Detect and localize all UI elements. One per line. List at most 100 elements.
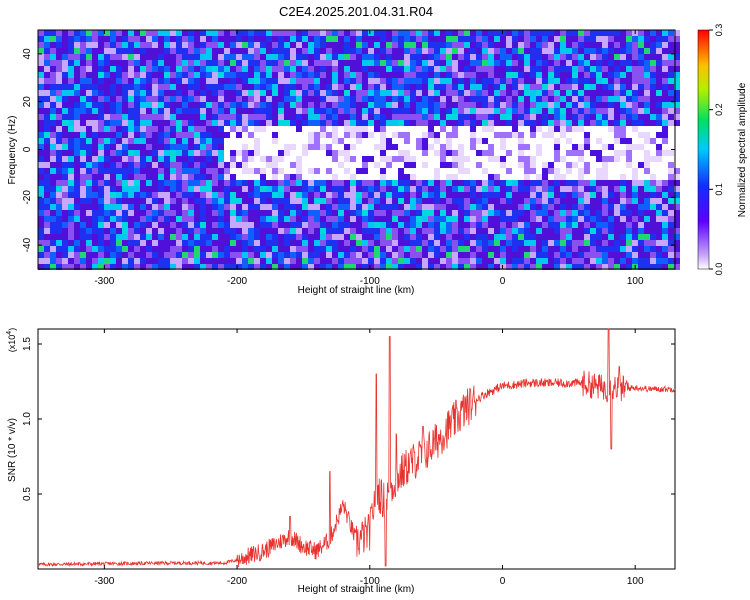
heatmap-cell: [482, 264, 488, 270]
heatmap-cell: [56, 60, 62, 66]
heatmap-cell: [380, 108, 386, 114]
heatmap-cell: [152, 114, 158, 120]
heatmap-cell: [128, 174, 134, 180]
heatmap-cell: [422, 90, 428, 96]
heatmap-cell: [632, 258, 638, 264]
heatmap-cell: [668, 114, 674, 120]
heatmap-cell: [578, 246, 584, 252]
heatmap-cell: [446, 258, 452, 264]
heatmap-cell: [608, 228, 614, 234]
heatmap-cell: [362, 84, 368, 90]
heatmap-cell: [212, 204, 218, 210]
heatmap-cell: [632, 228, 638, 234]
heatmap-cell: [356, 48, 362, 54]
heatmap-cell: [206, 186, 212, 192]
heatmap-cell: [272, 120, 278, 126]
heatmap-cell: [320, 78, 326, 84]
heatmap-cell: [182, 90, 188, 96]
heatmap-cell: [440, 78, 446, 84]
heatmap-cell: [140, 150, 146, 156]
heatmap-cell: [428, 126, 434, 132]
heatmap-cell: [56, 78, 62, 84]
heatmap-cell: [236, 132, 242, 138]
heatmap-cell: [224, 138, 230, 144]
heatmap-cell: [626, 132, 632, 138]
heatmap-cell: [530, 138, 536, 144]
heatmap-cell: [278, 114, 284, 120]
heatmap-cell: [530, 132, 536, 138]
heatmap-cell: [560, 222, 566, 228]
heatmap-cell: [254, 198, 260, 204]
heatmap-cell: [152, 186, 158, 192]
heatmap-cell: [260, 48, 266, 54]
heatmap-cell: [602, 204, 608, 210]
heatmap-cell: [170, 96, 176, 102]
heatmap-cell: [530, 162, 536, 168]
heatmap-cell: [674, 222, 680, 228]
heatmap-cell: [590, 102, 596, 108]
heatmap-cell: [464, 60, 470, 66]
heatmap-cell: [488, 264, 494, 270]
heatmap-cell: [470, 156, 476, 162]
heatmap-cell: [242, 78, 248, 84]
heatmap-cell: [224, 192, 230, 198]
heatmap-cell: [92, 252, 98, 258]
heatmap-cell: [560, 150, 566, 156]
heatmap-cell: [74, 264, 80, 270]
heatmap-cell: [422, 186, 428, 192]
heatmap-cell: [674, 36, 680, 42]
heatmap-cell: [404, 60, 410, 66]
heatmap-cell: [110, 174, 116, 180]
heatmap-cell: [56, 228, 62, 234]
heatmap-cell: [44, 36, 50, 42]
heatmap-cell: [284, 78, 290, 84]
heatmap-cell: [548, 252, 554, 258]
heatmap-cell: [152, 150, 158, 156]
heatmap-cell: [500, 132, 506, 138]
heatmap-cell: [458, 96, 464, 102]
heatmap-cell: [362, 192, 368, 198]
heatmap-cell: [566, 156, 572, 162]
heatmap-cell: [86, 120, 92, 126]
heatmap-cell: [170, 72, 176, 78]
heatmap-cell: [278, 30, 284, 36]
heatmap-cell: [488, 228, 494, 234]
heatmap-cell: [98, 54, 104, 60]
heatmap-cell: [128, 228, 134, 234]
heatmap-cell: [272, 84, 278, 90]
heatmap-cell: [56, 258, 62, 264]
heatmap-cell: [458, 198, 464, 204]
heatmap-cell: [116, 174, 122, 180]
heatmap-cell: [422, 78, 428, 84]
heatmap-cell: [206, 36, 212, 42]
heatmap-cell: [176, 252, 182, 258]
heatmap-cell: [434, 78, 440, 84]
heatmap-cell: [512, 180, 518, 186]
heatmap-cell: [416, 180, 422, 186]
heatmap-cell: [632, 84, 638, 90]
heatmap-cell: [152, 84, 158, 90]
heatmap-cell: [512, 174, 518, 180]
heatmap-cell: [62, 246, 68, 252]
heatmap-cell: [524, 78, 530, 84]
heatmap-cell: [92, 234, 98, 240]
heatmap-cell: [320, 126, 326, 132]
heatmap-cell: [560, 180, 566, 186]
heatmap-y-tick-label: -40: [22, 237, 33, 252]
heatmap-cell: [362, 234, 368, 240]
heatmap-cell: [128, 258, 134, 264]
heatmap-cell: [356, 162, 362, 168]
heatmap-cell: [80, 198, 86, 204]
heatmap-cell: [470, 192, 476, 198]
heatmap-cell: [572, 240, 578, 246]
heatmap-cell: [530, 78, 536, 84]
heatmap-cell: [230, 132, 236, 138]
heatmap-cell: [104, 144, 110, 150]
heatmap-cell: [158, 180, 164, 186]
heatmap-cell: [638, 36, 644, 42]
heatmap-cell: [104, 252, 110, 258]
heatmap-cell: [596, 102, 602, 108]
heatmap-cell: [266, 234, 272, 240]
heatmap-cell: [44, 204, 50, 210]
heatmap-cell: [560, 132, 566, 138]
